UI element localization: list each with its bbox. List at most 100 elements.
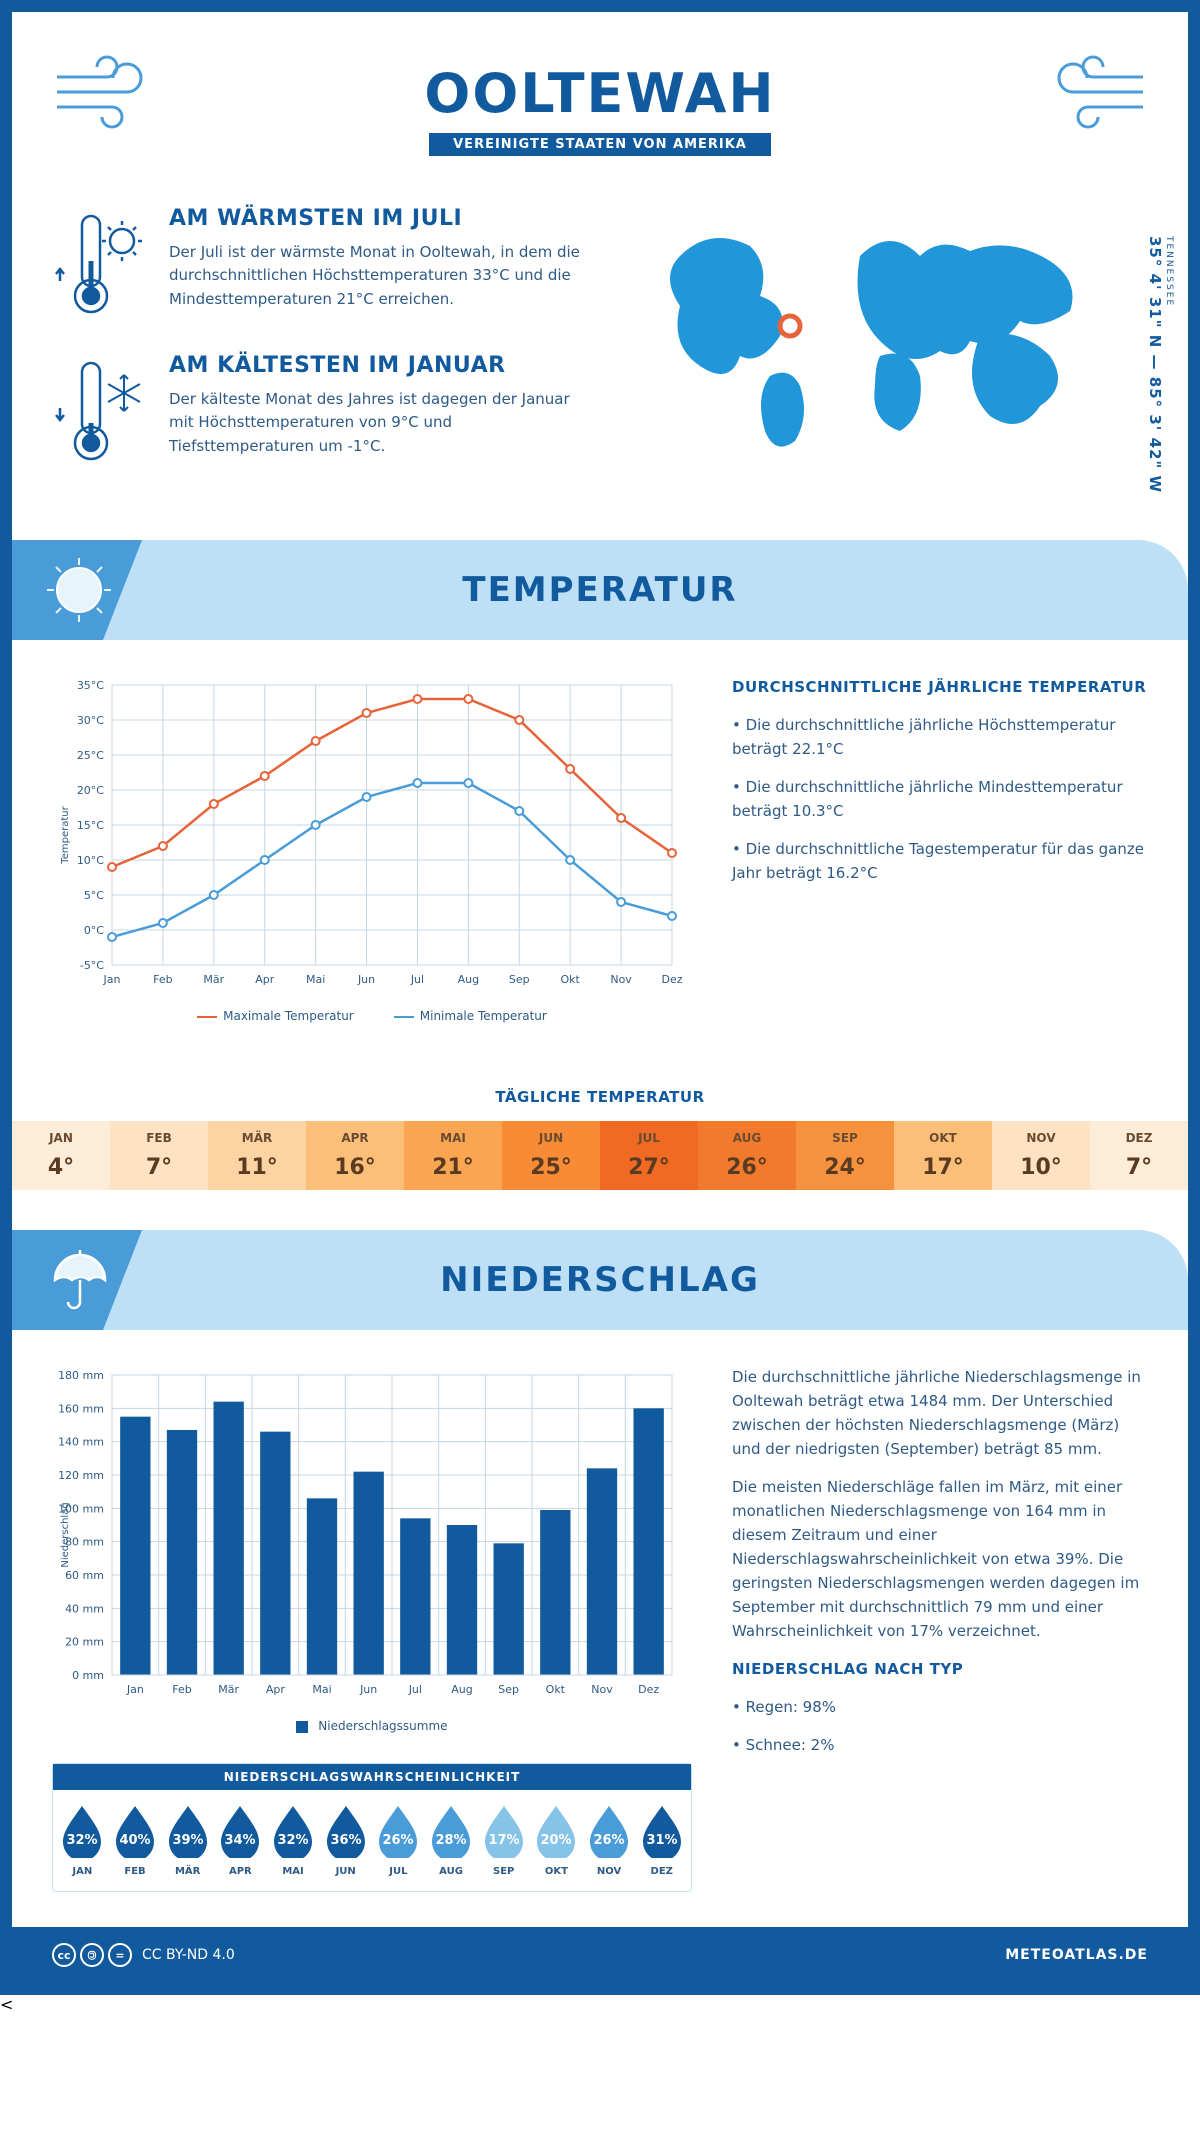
temperature-chart: -5°C0°C5°C10°C15°C20°C25°C30°C35°CJanFeb…	[52, 675, 692, 995]
svg-text:40 mm: 40 mm	[65, 1602, 104, 1615]
svg-text:5°C: 5°C	[84, 889, 104, 902]
svg-text:Feb: Feb	[172, 1683, 191, 1696]
warmest-text: Der Juli ist der wärmste Monat in Ooltew…	[169, 241, 580, 311]
precipitation-probability-box: NIEDERSCHLAGSWAHRSCHEINLICHKEIT 32%JAN40…	[52, 1763, 692, 1892]
svg-text:17%: 17%	[488, 1833, 519, 1848]
svg-text:Sep: Sep	[498, 1683, 519, 1696]
svg-text:28%: 28%	[435, 1833, 466, 1848]
cc-icon: cc	[52, 1943, 76, 1967]
precip-type-line: • Schnee: 2%	[732, 1733, 1148, 1757]
precip-prob-drop: 34%APR	[215, 1804, 266, 1877]
svg-text:Okt: Okt	[546, 1683, 566, 1696]
thermometer-snow-icon	[52, 353, 147, 472]
daily-temp-cell: MAI21°	[404, 1121, 502, 1190]
svg-text:26%: 26%	[383, 1833, 414, 1848]
svg-text:10°C: 10°C	[77, 854, 104, 867]
svg-text:60 mm: 60 mm	[65, 1569, 104, 1582]
world-map	[620, 206, 1120, 456]
svg-text:Mai: Mai	[306, 973, 325, 986]
precip-prob-drop: 36%JUN	[320, 1804, 371, 1877]
svg-text:180 mm: 180 mm	[58, 1369, 104, 1382]
svg-text:25°C: 25°C	[77, 749, 104, 762]
svg-text:Mär: Mär	[218, 1683, 239, 1696]
daily-temp-cell: APR16°	[306, 1121, 404, 1190]
daily-temp-cell: FEB7°	[110, 1121, 208, 1190]
coldest-text: Der kälteste Monat des Jahres ist dagege…	[169, 388, 580, 458]
svg-text:Jun: Jun	[357, 973, 375, 986]
precip-prob-drop: 39%MÄR	[162, 1804, 213, 1877]
precip-prob-drop: 40%FEB	[110, 1804, 161, 1877]
daily-temp-cell: JUN25°	[502, 1121, 600, 1190]
header: OOLTEWAH VEREINIGTE STAATEN VON AMERIKA	[52, 42, 1148, 186]
thermometer-sun-icon	[52, 206, 147, 325]
svg-text:40%: 40%	[119, 1833, 150, 1848]
svg-text:Aug: Aug	[458, 973, 479, 986]
precip-by-type-lines: • Regen: 98%• Schnee: 2%	[732, 1695, 1148, 1757]
svg-text:35°C: 35°C	[77, 679, 104, 692]
precip-prob-drop: 32%JAN	[57, 1804, 108, 1877]
svg-text:Apr: Apr	[266, 1683, 286, 1696]
precip-prob-drop: 20%OKT	[531, 1804, 582, 1877]
svg-text:Dez: Dez	[638, 1683, 659, 1696]
svg-text:Okt: Okt	[561, 973, 581, 986]
svg-text:Apr: Apr	[255, 973, 275, 986]
precipitation-chart: 0 mm20 mm40 mm60 mm80 mm100 mm120 mm140 …	[52, 1365, 692, 1705]
temp-summary-line: • Die durchschnittliche Tagestemperatur …	[732, 837, 1148, 885]
precip-text: Die durchschnittliche jährliche Niedersc…	[732, 1365, 1148, 1461]
temp-summary-title: DURCHSCHNITTLICHE JÄHRLICHE TEMPERATUR	[732, 675, 1148, 699]
site-name: METEOATLAS.DE	[1005, 1947, 1148, 1963]
temp-summary-line: • Die durchschnittliche jährliche Höchst…	[732, 713, 1148, 761]
wind-icon	[52, 52, 162, 136]
daily-temp-cell: NOV10°	[992, 1121, 1090, 1190]
temperature-banner: TEMPERATUR	[12, 540, 1188, 640]
svg-text:34%: 34%	[225, 1833, 256, 1848]
precip-prob-drop: 32%MAI	[268, 1804, 319, 1877]
precip-prob-title: NIEDERSCHLAGSWAHRSCHEINLICHKEIT	[53, 1764, 691, 1790]
temperature-title: TEMPERATUR	[462, 570, 737, 610]
daily-temp-cell: SEP24°	[796, 1121, 894, 1190]
precip-prob-drop: 31%DEZ	[636, 1804, 687, 1877]
coldest-title: AM KÄLTESTEN IM JANUAR	[169, 353, 580, 378]
precipitation-title: NIEDERSCHLAG	[440, 1260, 760, 1300]
daily-temp-cell: AUG26°	[698, 1121, 796, 1190]
svg-text:Feb: Feb	[153, 973, 172, 986]
svg-text:20%: 20%	[541, 1833, 572, 1848]
svg-text:Aug: Aug	[451, 1683, 472, 1696]
svg-text:Sep: Sep	[509, 973, 530, 986]
precipitation-banner: NIEDERSCHLAG	[12, 1230, 1188, 1330]
daily-temp-title: TÄGLICHE TEMPERATUR	[52, 1068, 1148, 1121]
svg-text:Nov: Nov	[591, 1683, 613, 1696]
svg-text:15°C: 15°C	[77, 819, 104, 832]
svg-text:39%: 39%	[172, 1833, 203, 1848]
by-icon: 🄯	[80, 1943, 104, 1967]
cc-icons: cc 🄯 =	[52, 1943, 132, 1967]
svg-text:-5°C: -5°C	[80, 959, 104, 972]
svg-text:Jul: Jul	[408, 1683, 422, 1696]
svg-text:140 mm: 140 mm	[58, 1436, 104, 1449]
precip-prob-drop: 26%JUL	[373, 1804, 424, 1877]
page-title: OOLTEWAH	[52, 62, 1148, 125]
precip-prob-drop: 17%SEP	[478, 1804, 529, 1877]
nd-icon: =	[108, 1943, 132, 1967]
svg-text:Nov: Nov	[610, 973, 632, 986]
svg-text:Mai: Mai	[312, 1683, 331, 1696]
footer: cc 🄯 = CC BY-ND 4.0 METEOATLAS.DE	[12, 1927, 1188, 1983]
precip-text: Die meisten Niederschläge fallen im März…	[732, 1475, 1148, 1643]
precipitation-legend: Niederschlagssumme	[52, 1709, 692, 1743]
daily-temp-cell: OKT17°	[894, 1121, 992, 1190]
svg-text:20 mm: 20 mm	[65, 1636, 104, 1649]
svg-text:160 mm: 160 mm	[58, 1402, 104, 1415]
precip-by-type-title: NIEDERSCHLAG NACH TYP	[732, 1657, 1148, 1681]
temp-summary-line: • Die durchschnittliche jährliche Mindes…	[732, 775, 1148, 823]
svg-text:32%: 32%	[67, 1833, 98, 1848]
svg-text:26%: 26%	[593, 1833, 624, 1848]
temp-summary-lines: • Die durchschnittliche jährliche Höchst…	[732, 713, 1148, 885]
svg-text:Jan: Jan	[103, 973, 121, 986]
svg-text:0 mm: 0 mm	[72, 1669, 104, 1682]
svg-text:30°C: 30°C	[77, 714, 104, 727]
svg-text:Jan: Jan	[126, 1683, 144, 1696]
svg-text:120 mm: 120 mm	[58, 1469, 104, 1482]
svg-text:Jul: Jul	[410, 973, 424, 986]
svg-text:36%: 36%	[330, 1833, 361, 1848]
coordinates: TENNESSEE 35° 4' 31" N — 85° 3' 42" W	[1146, 236, 1174, 493]
